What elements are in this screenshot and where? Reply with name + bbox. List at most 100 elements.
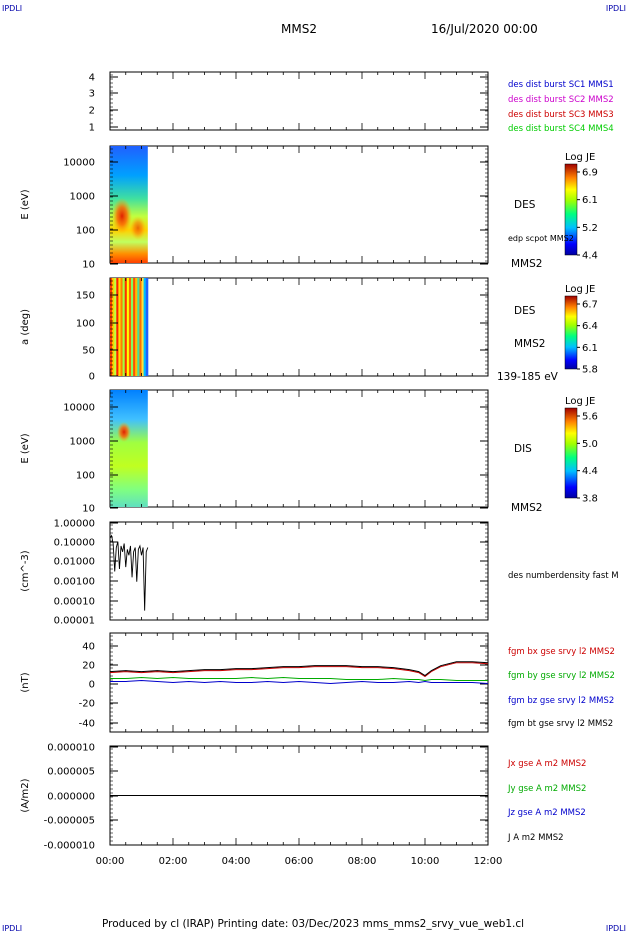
- y-tick-label: -20: [79, 699, 95, 710]
- heatmap-cell: [110, 278, 113, 376]
- panel-frame: [109, 145, 489, 264]
- heatmap-cell: [118, 278, 121, 376]
- y-tick-label: 0: [89, 372, 95, 383]
- footer-text: Produced by cl (IRAP) Printing date: 03/…: [102, 918, 525, 930]
- colorbar-title: Log JE: [565, 284, 595, 295]
- y-tick-label: 1.00000: [54, 519, 95, 530]
- axis-ylabel: (cm^-3): [20, 550, 31, 591]
- y-tick-label: 0.00100: [54, 577, 95, 588]
- y-tick-label: 0.00010: [54, 597, 95, 608]
- legend-entry: des dist burst SC1 MMS1: [508, 80, 614, 90]
- legend-entry: des dist burst SC4 MMS4: [508, 124, 614, 134]
- colorbar-tick-label: 6.9: [582, 168, 598, 179]
- heatmap-cell: [126, 278, 130, 376]
- axis-ylabel: a (deg): [20, 309, 31, 345]
- y-tick-label: 10: [82, 260, 95, 271]
- colorbar-tick-label: 3.8: [582, 494, 598, 505]
- axis-ylabel: E (eV): [20, 189, 31, 219]
- y-tick-label: 50: [82, 346, 95, 357]
- panel-side-label: DIS: [514, 443, 532, 455]
- heatmap-cell: [135, 278, 138, 376]
- y-tick-label: 0.01000: [54, 557, 95, 568]
- legend-entry: des dist burst SC2 MMS2: [508, 95, 614, 105]
- y-tick-label: 0.000010: [47, 743, 95, 754]
- y-tick-label: 20: [82, 661, 95, 672]
- heatmap-cell: [120, 278, 124, 376]
- corner-mark-top-right: IPDLI: [605, 4, 626, 13]
- y-tick-label: -0.000010: [44, 841, 95, 852]
- colorbar-tick-label: 4.4: [582, 466, 598, 477]
- y-tick-label: 0.00001: [54, 616, 95, 627]
- panel-density: [109, 521, 489, 621]
- panel-side-label: DES: [514, 199, 536, 211]
- panel-bfield: [109, 632, 489, 733]
- y-tick-label: 150: [76, 291, 95, 302]
- panel-frame: [109, 389, 489, 508]
- heatmap-cell: [110, 390, 148, 507]
- y-tick-label: 1000: [70, 437, 95, 448]
- series-line: [109, 662, 489, 678]
- plot-title: MMS2: [281, 22, 317, 36]
- legend-entry: Jz gse A m2 MMS2: [507, 808, 586, 818]
- heatmap-cell: [128, 278, 132, 376]
- heatmap-cell: [133, 278, 136, 376]
- y-tick-label: 0: [89, 680, 95, 691]
- heatmap-cell: [145, 278, 149, 376]
- y-tick-label: 1000: [70, 192, 95, 203]
- y-tick-label: 4: [89, 73, 95, 84]
- axis-ylabel: E (eV): [20, 433, 31, 463]
- x-tick-label: 02:00: [159, 856, 188, 867]
- colorbar: [564, 407, 578, 499]
- colorbar: [564, 295, 578, 370]
- series-line: [109, 661, 489, 677]
- colorbar-tick-label: 6.1: [582, 195, 598, 206]
- y-tick-label: 100: [76, 319, 95, 330]
- heatmap-cell: [117, 422, 131, 442]
- y-tick-label: -40: [79, 719, 95, 730]
- heatmap-cell: [112, 278, 115, 376]
- panel-side-label: edp scpot MMS2: [508, 234, 574, 243]
- colorbar-title: Log JE: [565, 396, 595, 407]
- panel-des_energy: [109, 145, 580, 265]
- legend-entry: J A m2 MMS2: [507, 833, 564, 843]
- y-tick-label: 10000: [63, 403, 95, 414]
- y-tick-label: 3: [89, 89, 95, 100]
- legend-entry: fgm bx gse srvy l2 MMS2: [508, 647, 615, 657]
- colorbar-tick-label: 6.1: [582, 343, 598, 354]
- colorbar-tick-label: 5.0: [582, 439, 598, 450]
- panel-side-label: MMS2: [514, 338, 545, 350]
- colorbar-tick-label: 6.7: [582, 300, 598, 311]
- panel-frame: [109, 71, 489, 131]
- y-tick-label: 1: [89, 123, 95, 134]
- x-tick-label: 12:00: [474, 856, 503, 867]
- legend-entry: des dist burst SC3 MMS3: [508, 110, 614, 120]
- legend-entry: Jy gse A m2 MMS2: [507, 784, 586, 794]
- panel-dis_energy: [109, 389, 580, 509]
- heatmap-cell: [141, 278, 145, 376]
- legend-entry: fgm bz gse srvy l2 MMS2: [508, 696, 614, 706]
- heatmap-cell: [112, 198, 132, 234]
- y-tick-label: 10: [82, 504, 95, 515]
- heatmap-cell: [130, 216, 146, 240]
- y-tick-label: 100: [76, 471, 95, 482]
- heatmap-cell: [139, 278, 142, 376]
- axis-ylabel: (nT): [20, 672, 31, 692]
- colorbar-tick-label: 5.8: [582, 365, 598, 376]
- y-tick-label: 2: [89, 106, 95, 117]
- colorbar-tick-label: 5.2: [582, 223, 598, 234]
- colorbar: [564, 163, 578, 256]
- legend-entry: Jx gse A m2 MMS2: [507, 759, 586, 769]
- x-tick-label: 08:00: [348, 856, 377, 867]
- y-tick-label: 10000: [63, 158, 95, 169]
- heatmap-cell: [131, 278, 134, 376]
- panel-frame: [109, 521, 489, 621]
- colorbar-tick-label: 6.4: [582, 321, 598, 332]
- heatmap-cell: [122, 278, 126, 376]
- y-tick-label: 0.000005: [47, 767, 95, 778]
- y-tick-label: 0.000000: [47, 792, 95, 803]
- heatmap-cell: [124, 278, 128, 376]
- y-tick-label: -0.000005: [44, 816, 95, 827]
- panel-side-label: 139-185 eV: [497, 371, 559, 383]
- panel-current: [109, 745, 489, 846]
